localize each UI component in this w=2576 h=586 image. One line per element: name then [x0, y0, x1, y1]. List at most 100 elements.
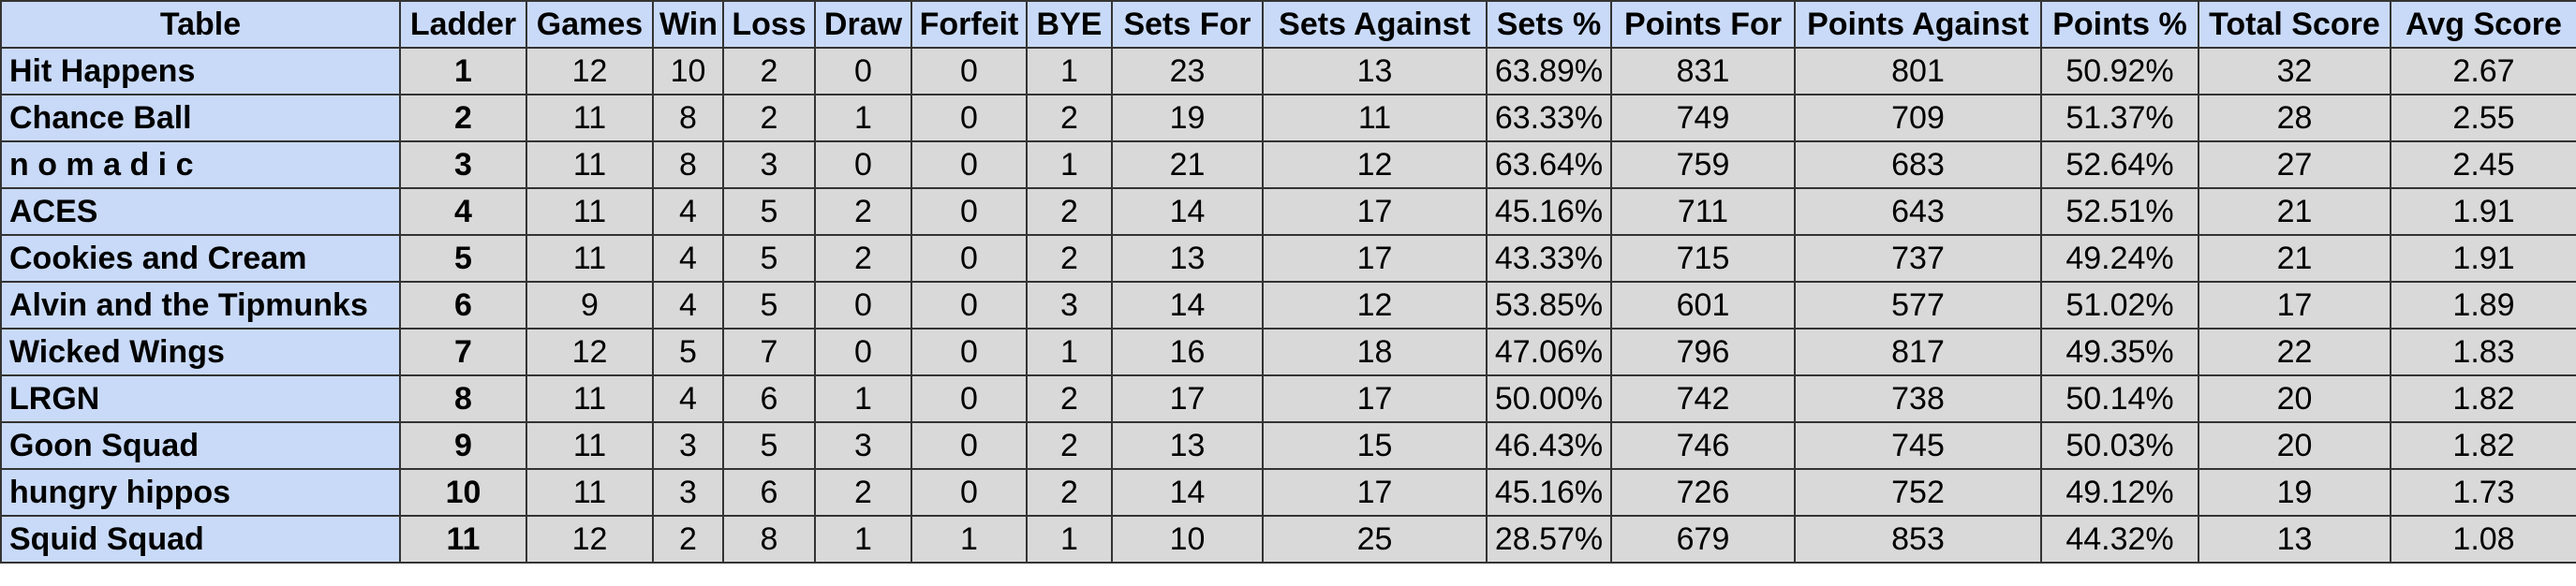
table-cell: 1 [814, 374, 912, 423]
header-cell: Sets % [1486, 0, 1612, 49]
table-cell: 9 [399, 421, 527, 470]
table-cell: 2 [814, 187, 912, 236]
table-cell: 6 [399, 281, 527, 330]
team-cell: Squid Squad [0, 515, 401, 564]
table-cell: 601 [1610, 281, 1796, 330]
header-cell: BYE [1026, 0, 1113, 49]
table-cell: 11 [399, 515, 527, 564]
table-cell: 759 [1610, 140, 1796, 189]
header-cell: Points Against [1794, 0, 2042, 49]
table-cell: 2.67 [2390, 47, 2576, 95]
table-cell: 2 [1026, 187, 1113, 236]
table-cell: 749 [1610, 94, 1796, 142]
table-cell: 0 [814, 47, 912, 95]
table-row: hungry hippos 10 11 3 6 2 0 2 14 17 45.16% 726 752 49… [0, 468, 2576, 517]
table-cell: 8 [722, 515, 816, 564]
table-cell: 11 [1262, 94, 1488, 142]
table-cell: 51.02% [2040, 281, 2199, 330]
table-cell: 746 [1610, 421, 1796, 470]
table-cell: 6 [722, 468, 816, 517]
table-row: n o m a d i c 3 11 8 3 0 0 1 21 12 63.64% 759 683 52.… [0, 140, 2576, 189]
table-cell: 817 [1794, 328, 2042, 376]
table-cell: 0 [910, 187, 1028, 236]
table-cell: 2 [1026, 234, 1113, 283]
header-cell: Points For [1610, 0, 1796, 49]
table-cell: 18 [1262, 328, 1488, 376]
team-cell: LRGN [0, 374, 401, 423]
table-cell: 11 [526, 468, 654, 517]
table-row: Alvin and the Tipmunks 6 9 4 5 0 0 3 14 12 53.85% 6… [0, 281, 2576, 330]
table-cell: 9 [526, 281, 654, 330]
table-cell: 63.89% [1486, 47, 1612, 95]
table-cell: 17 [1262, 234, 1488, 283]
team-cell: Hit Happens [0, 47, 401, 95]
table-cell: 4 [652, 234, 724, 283]
table-cell: 796 [1610, 328, 1796, 376]
table-cell: 643 [1794, 187, 2042, 236]
header-row: Table Ladder Games Win Loss Draw Forfeit BYE Set… [0, 0, 2576, 49]
table-cell: 1 [1026, 140, 1113, 189]
table-cell: 752 [1794, 468, 2042, 517]
table-cell: 11 [526, 140, 654, 189]
table-cell: 1.89 [2390, 281, 2576, 330]
table-cell: 3 [1026, 281, 1113, 330]
table-cell: 13 [1111, 234, 1264, 283]
table-cell: 13 [1111, 421, 1264, 470]
table-cell: 7 [399, 328, 527, 376]
table-cell: 738 [1794, 374, 2042, 423]
table-cell: 49.12% [2040, 468, 2199, 517]
table-cell: 5 [399, 234, 527, 283]
table-cell: 50.03% [2040, 421, 2199, 470]
table-cell: 2 [814, 234, 912, 283]
table-cell: 2.45 [2390, 140, 2576, 189]
table-cell: 2 [399, 94, 527, 142]
header-cell: Games [526, 0, 654, 49]
table-cell: 3 [722, 140, 816, 189]
table-cell: 51.37% [2040, 94, 2199, 142]
table-cell: 3 [814, 421, 912, 470]
table-cell: 745 [1794, 421, 2042, 470]
table-row: LRGN 8 11 4 6 1 0 2 17 17 50.00% 742 738 50.14% 20 1.82 [0, 374, 2576, 423]
table-cell: 23 [1111, 47, 1264, 95]
table-cell: 19 [1111, 94, 1264, 142]
table-row: ACES 4 11 4 5 2 0 2 14 17 45.16% 711 643 52.51% 21 1.91 [0, 187, 2576, 236]
table-cell: 17 [1262, 468, 1488, 517]
table-cell: 577 [1794, 281, 2042, 330]
table-cell: 50.00% [1486, 374, 1612, 423]
table-cell: 10 [1111, 515, 1264, 564]
header-cell: Forfeit [910, 0, 1028, 49]
team-cell: Goon Squad [0, 421, 401, 470]
table-cell: 12 [1262, 281, 1488, 330]
table-cell: 45.16% [1486, 187, 1612, 236]
table-cell: 2 [1026, 421, 1113, 470]
table-body: Hit Happens 1 12 10 2 0 0 1 23 13 63.89% 831 801 50.9… [0, 47, 2576, 564]
table-cell: 11 [526, 234, 654, 283]
table-cell: 10 [399, 468, 527, 517]
table-cell: 2 [652, 515, 724, 564]
table-cell: 50.92% [2040, 47, 2199, 95]
table-cell: 28.57% [1486, 515, 1612, 564]
table-cell: 44.32% [2040, 515, 2199, 564]
header-cell: Table [0, 0, 401, 49]
table-cell: 45.16% [1486, 468, 1612, 517]
table-cell: 6 [722, 374, 816, 423]
table-cell: 4 [652, 281, 724, 330]
table-cell: 0 [910, 47, 1028, 95]
table-cell: 12 [1262, 140, 1488, 189]
table-cell: 47.06% [1486, 328, 1612, 376]
table-cell: 1 [1026, 515, 1113, 564]
table-cell: 801 [1794, 47, 2042, 95]
table-cell: 14 [1111, 281, 1264, 330]
table-cell: 2 [1026, 374, 1113, 423]
table-row: Cookies and Cream 5 11 4 5 2 0 2 13 17 43.33% 715 73… [0, 234, 2576, 283]
table-cell: 32 [2198, 47, 2391, 95]
table-cell: 1 [1026, 328, 1113, 376]
table-cell: 4 [652, 187, 724, 236]
header-cell: Loss [722, 0, 816, 49]
header-cell: Win [652, 0, 724, 49]
table-cell: 49.24% [2040, 234, 2199, 283]
table-cell: 11 [526, 374, 654, 423]
table-cell: 20 [2198, 374, 2391, 423]
table-cell: 2 [722, 47, 816, 95]
